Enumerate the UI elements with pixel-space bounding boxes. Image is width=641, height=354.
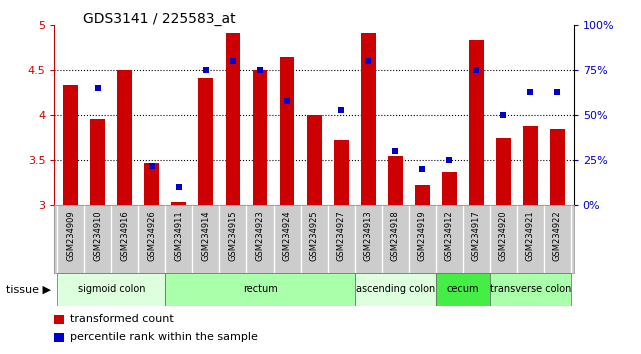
- Text: percentile rank within the sample: percentile rank within the sample: [70, 332, 258, 342]
- Text: GSM234927: GSM234927: [337, 211, 345, 262]
- Text: GSM234914: GSM234914: [201, 211, 210, 261]
- Text: rectum: rectum: [243, 284, 278, 295]
- Bar: [144, 163, 159, 205]
- Bar: [57, 273, 165, 306]
- Point: [498, 112, 508, 118]
- Text: GSM234912: GSM234912: [445, 211, 454, 261]
- Bar: [54, 315, 64, 324]
- Bar: [165, 273, 354, 306]
- Text: GSM234925: GSM234925: [310, 211, 319, 261]
- Bar: [306, 115, 322, 205]
- Bar: [496, 138, 511, 205]
- Bar: [354, 273, 436, 306]
- Bar: [436, 273, 490, 306]
- Text: transformed count: transformed count: [70, 314, 174, 324]
- Text: GSM234919: GSM234919: [418, 211, 427, 261]
- Text: GSM234910: GSM234910: [93, 211, 103, 261]
- Text: transverse colon: transverse colon: [490, 284, 571, 295]
- Text: GSM234915: GSM234915: [228, 211, 237, 261]
- Text: GSM234917: GSM234917: [472, 211, 481, 262]
- Bar: [388, 156, 403, 205]
- Text: GSM234916: GSM234916: [121, 211, 129, 262]
- Bar: [550, 129, 565, 205]
- Text: GSM234920: GSM234920: [499, 211, 508, 261]
- Point: [390, 148, 401, 154]
- Bar: [442, 172, 457, 205]
- Bar: [171, 202, 187, 205]
- Bar: [279, 57, 294, 205]
- Point: [228, 58, 238, 64]
- Bar: [361, 33, 376, 205]
- Bar: [199, 78, 213, 205]
- Point: [363, 58, 373, 64]
- Text: GSM234924: GSM234924: [283, 211, 292, 261]
- Point: [526, 89, 536, 95]
- Point: [417, 166, 428, 172]
- Bar: [415, 184, 429, 205]
- Bar: [523, 126, 538, 205]
- Bar: [469, 40, 484, 205]
- Point: [147, 163, 157, 169]
- Text: GSM234926: GSM234926: [147, 211, 156, 262]
- Text: GSM234922: GSM234922: [553, 211, 562, 261]
- Text: GSM234918: GSM234918: [391, 211, 400, 262]
- Text: GSM234909: GSM234909: [66, 211, 75, 261]
- Point: [553, 89, 563, 95]
- Bar: [63, 85, 78, 205]
- Bar: [54, 333, 64, 342]
- Text: GSM234923: GSM234923: [256, 211, 265, 262]
- Bar: [90, 119, 105, 205]
- Bar: [334, 140, 349, 205]
- Text: GDS3141 / 225583_at: GDS3141 / 225583_at: [83, 12, 236, 27]
- Point: [336, 107, 346, 113]
- Point: [282, 98, 292, 103]
- Text: GSM234911: GSM234911: [174, 211, 183, 261]
- Bar: [226, 33, 240, 205]
- Text: ascending colon: ascending colon: [356, 284, 435, 295]
- Point: [255, 67, 265, 73]
- Point: [201, 67, 211, 73]
- Text: cecum: cecum: [447, 284, 479, 295]
- Point: [444, 157, 454, 163]
- Text: sigmoid colon: sigmoid colon: [78, 284, 145, 295]
- Text: GSM234913: GSM234913: [363, 211, 372, 262]
- Point: [93, 85, 103, 91]
- Point: [174, 184, 184, 190]
- Bar: [253, 70, 267, 205]
- Bar: [490, 273, 571, 306]
- Text: tissue ▶: tissue ▶: [6, 284, 51, 295]
- Point: [471, 67, 481, 73]
- Bar: [117, 70, 132, 205]
- Text: GSM234921: GSM234921: [526, 211, 535, 261]
